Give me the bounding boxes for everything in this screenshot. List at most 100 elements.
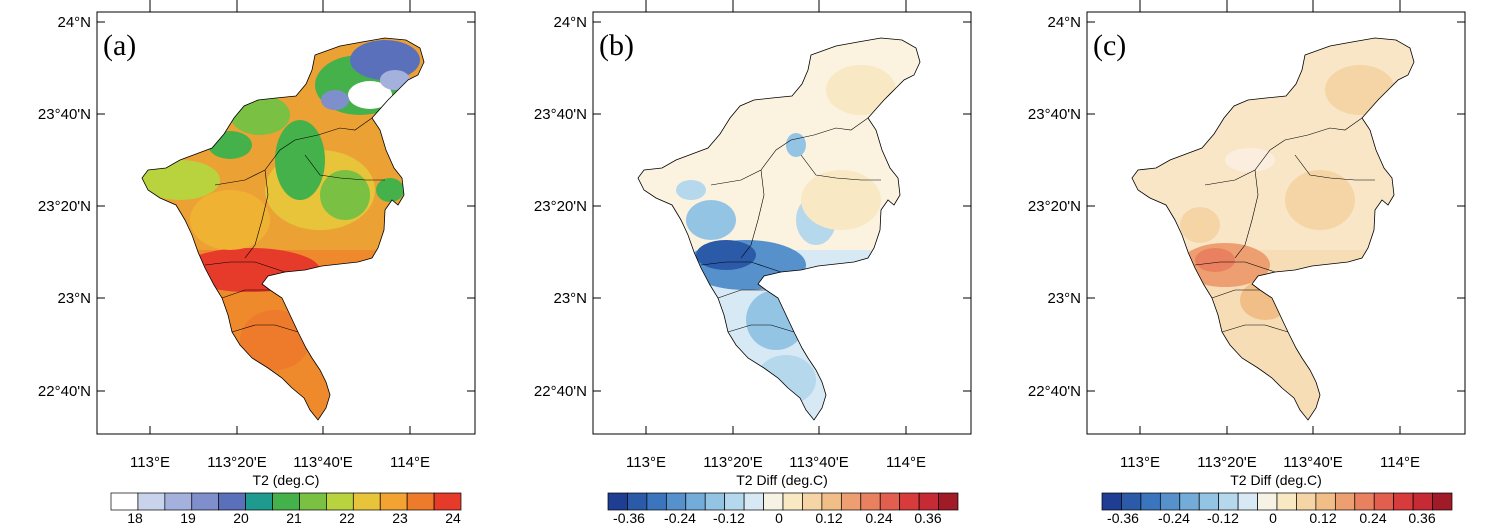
colorbar-label: 0.12: [815, 510, 842, 526]
colorbar-label: -0.36: [613, 510, 645, 526]
panel-b-colorbar-swatch: [646, 492, 667, 511]
lat-label: 24°N: [553, 14, 587, 31]
colorbar-label: 20: [233, 510, 249, 526]
panel-c-lon-labels: 113°E 113°20'E 113°40'E 114°E: [1120, 454, 1420, 471]
panel-b-colorbar: [607, 492, 959, 511]
panel-c-colorbar-swatch: [1237, 492, 1258, 511]
panel-c-colorbar-swatch: [1393, 492, 1414, 511]
lat-label: 24°N: [1047, 14, 1081, 31]
lon-label: 113°20'E: [1197, 454, 1256, 471]
panel-b-frame: [592, 11, 972, 435]
panel-b-ticks: [593, 0, 971, 434]
panel-b-lon-labels: 113°E 113°20'E 113°40'E 114°E: [626, 454, 926, 471]
panel-c-letter: (c): [1093, 29, 1126, 62]
colorbar-label: 0.12: [1309, 510, 1336, 526]
colorbar-label: -0.24: [1158, 510, 1190, 526]
panel-a-frame: [96, 11, 476, 435]
panel-b-colorbar-swatch: [665, 492, 687, 511]
colorbar-label: 0: [775, 510, 783, 526]
panel-b-colorbar-swatch: [938, 492, 959, 511]
panel-c-colorbar-swatch: [1315, 492, 1336, 511]
panel-b-colorbar-swatch: [743, 492, 764, 511]
panel-c-colorbar-swatch: [1198, 492, 1220, 511]
panel-a-colorbar-swatch: [245, 492, 273, 511]
lon-label: 113°40'E: [293, 454, 352, 471]
panel-b-colorbar-swatch: [763, 492, 784, 511]
lon-label: 114°E: [886, 454, 926, 471]
colorbar-label: -0.36: [1107, 510, 1139, 526]
panel-a-district-lines: [204, 117, 385, 333]
panel-a-colorbar-swatch: [433, 492, 462, 511]
colorbar-label: 19: [180, 510, 196, 526]
colorbar-label: 24: [445, 510, 461, 526]
panel-c-colorbar-swatch: [1412, 492, 1433, 511]
panel-a-map: [142, 38, 424, 420]
panel-c-colorbar-swatch: [1101, 492, 1122, 511]
panel-c-colorbar-swatch: [1276, 492, 1297, 511]
panel-a: (a) 24°N 23°40'N 23°20'N 23°N 22°40'N 11…: [38, 0, 476, 526]
lat-label: 23°40'N: [38, 106, 91, 123]
lon-label: 114°E: [390, 454, 430, 471]
lon-label: 113°E: [1120, 454, 1160, 471]
panel-b-colorbar-swatch: [840, 492, 862, 511]
panel-c-colorbar-swatch: [1179, 492, 1200, 511]
panel-c-lat-labels: 24°N 23°40'N 23°20'N 23°N 22°40'N: [1028, 14, 1081, 400]
lon-label: 113°E: [626, 454, 666, 471]
colorbar-label: 0.36: [914, 510, 941, 526]
panel-a-lon-labels: 113°E 113°20'E 113°40'E 114°E: [130, 454, 430, 471]
panel-c-colorbar-swatch: [1432, 492, 1453, 511]
lon-label: 113°40'E: [1283, 454, 1342, 471]
panel-c-colorbar-swatch: [1218, 492, 1239, 511]
colorbar-label: 0.36: [1408, 510, 1435, 526]
panel-c-colorbar-labels: -0.36 -0.24 -0.12 0 0.12 0.24 0.36: [1107, 510, 1436, 526]
colorbar-label: 18: [127, 510, 143, 526]
panel-a-colorbar-swatch: [272, 492, 300, 511]
lat-label: 23°40'N: [1028, 106, 1081, 123]
panel-c-colorbar-swatch: [1334, 492, 1356, 511]
lon-label: 113°40'E: [789, 454, 848, 471]
panel-b-colorbar-swatch: [821, 492, 842, 511]
colorbar-label: 21: [286, 510, 302, 526]
panel-b-colorbar-swatch: [899, 492, 920, 511]
panel-b-colorbar-swatch: [782, 492, 803, 511]
panel-a-colorbar-swatch: [379, 492, 408, 511]
panel-a-colorbar-swatch: [191, 492, 220, 511]
panel-a-colorbar-title: T2 (deg.C): [253, 472, 320, 488]
panel-a-colorbar: [110, 492, 462, 511]
lon-label: 113°20'E: [703, 454, 762, 471]
panel-a-ticks: [97, 0, 475, 434]
lat-label: 22°40'N: [38, 383, 91, 400]
panel-a-colorbar-swatch: [164, 492, 193, 511]
panel-b-colorbar-swatch: [704, 492, 726, 511]
lat-label: 23°N: [57, 290, 91, 307]
panel-b-letter: (b): [599, 29, 634, 62]
lon-label: 114°E: [1380, 454, 1420, 471]
panel-c-colorbar-swatch: [1121, 492, 1142, 511]
panel-c-colorbar-title: T2 Diff (deg.C): [1230, 472, 1322, 488]
panel-a-colorbar-swatch: [299, 492, 327, 511]
panel-b-colorbar-swatch: [802, 492, 823, 511]
panel-a-letter: (a): [103, 29, 136, 62]
panel-c-colorbar-swatch: [1159, 492, 1181, 511]
lon-label: 113°20'E: [207, 454, 266, 471]
panel-a-lat-labels: 24°N 23°40'N 23°20'N 23°N 22°40'N: [38, 14, 91, 400]
colorbar-label: -0.12: [713, 510, 745, 526]
lat-label: 23°20'N: [38, 198, 91, 215]
colorbar-label: 0: [1269, 510, 1277, 526]
lat-label: 23°20'N: [534, 198, 587, 215]
lat-label: 24°N: [57, 14, 91, 31]
panel-b-colorbar-swatch: [627, 492, 648, 511]
panel-a-colorbar-swatch: [406, 492, 435, 511]
panel-c-colorbar-swatch: [1257, 492, 1278, 511]
colorbar-label: -0.24: [664, 510, 696, 526]
panel-a-colorbar-labels: 18 19 20 21 22 23 24: [127, 510, 461, 526]
panel-b-colorbar-title: T2 Diff (deg.C): [736, 472, 828, 488]
lon-label: 113°E: [130, 454, 170, 471]
panel-b-colorbar-swatch: [918, 492, 939, 511]
panel-b: (b) 24°N 23°40'N 23°20'N 23°N 22°40'N 11…: [534, 0, 972, 526]
colorbar-label: 0.24: [865, 510, 892, 526]
panel-c-map: [1132, 38, 1414, 420]
panel-c-colorbar-swatch: [1373, 492, 1395, 511]
panel-c-colorbar-swatch: [1140, 492, 1161, 511]
